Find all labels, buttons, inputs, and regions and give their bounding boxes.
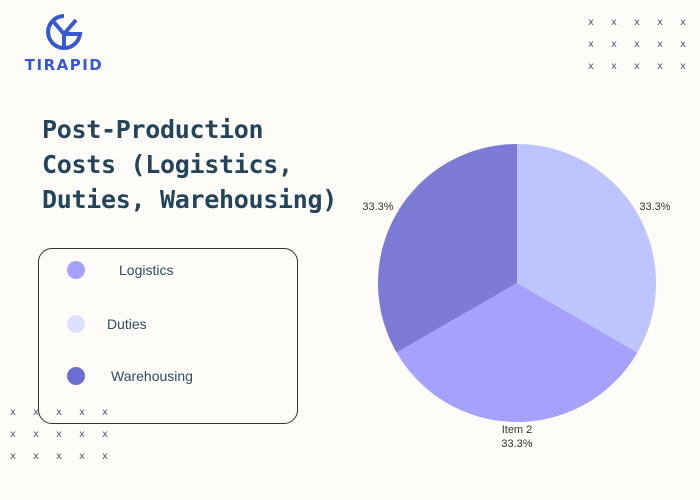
decor-x-mark: x — [79, 429, 85, 440]
legend-swatch — [67, 261, 85, 279]
brand-name: TIRAPID — [24, 56, 104, 74]
decor-x-mark: x — [588, 39, 594, 50]
legend-swatch — [67, 367, 85, 385]
legend-item-warehousing: Warehousing — [67, 367, 193, 385]
decor-x-mark: x — [588, 17, 594, 28]
yg-monogram-icon — [46, 14, 83, 50]
legend-item-duties: Duties — [67, 315, 147, 333]
decor-x-mark: x — [33, 429, 39, 440]
pie-chart: 33.3% Item 2 33.3% 33.3% — [362, 144, 671, 450]
decor-x-mark: x — [657, 61, 663, 72]
decor-x-mark: x — [102, 429, 108, 440]
decor-x-mark: x — [634, 17, 640, 28]
decor-x-mark: x — [634, 61, 640, 72]
chart-legend: Logistics Duties Warehousing — [38, 248, 298, 424]
decor-x-mark: x — [56, 451, 62, 462]
decor-x-mark: x — [680, 61, 686, 72]
legend-swatch — [67, 315, 85, 333]
brand-logo: TIRAPID — [14, 12, 114, 74]
decor-x-mark: x — [680, 39, 686, 50]
page-title: Post-Production Costs (Logistics, Duties… — [42, 112, 362, 217]
decor-x-mark: x — [102, 407, 108, 418]
decor-x-mark: x — [634, 39, 640, 50]
title-line: Post-Production — [42, 115, 264, 144]
title-line: Costs (Logistics, — [42, 150, 293, 179]
pie-slice — [396, 283, 638, 422]
decor-x-mark: x — [611, 17, 617, 28]
decor-x-mark: x — [611, 39, 617, 50]
slice-name-label: Item 2 — [502, 424, 533, 436]
decor-x-mark: x — [611, 61, 617, 72]
slice-percent-label: 33.3% — [639, 201, 670, 213]
pie-slice — [378, 144, 517, 353]
decor-x-mark: x — [10, 407, 16, 418]
decor-x-mark: x — [102, 451, 108, 462]
slice-percent-label: 33.3% — [362, 201, 393, 213]
decor-x-mark: x — [588, 61, 594, 72]
slice-percent-label: 33.3% — [501, 438, 532, 450]
decor-x-mark: x — [10, 429, 16, 440]
decor-x-mark: x — [657, 39, 663, 50]
legend-label: Duties — [107, 316, 147, 332]
legend-item-logistics: Logistics — [67, 261, 173, 279]
legend-label: Warehousing — [111, 368, 193, 384]
decor-x-mark: x — [33, 451, 39, 462]
decor-x-mark: x — [657, 17, 663, 28]
decor-x-mark: x — [10, 451, 16, 462]
decor-x-mark: x — [79, 451, 85, 462]
decor-x-mark: x — [56, 407, 62, 418]
decor-x-mark: x — [79, 407, 85, 418]
legend-label: Logistics — [119, 262, 174, 278]
title-line: Duties, Warehousing) — [42, 185, 338, 214]
decor-x-mark: x — [33, 407, 39, 418]
pie-slice — [517, 144, 656, 353]
decor-x-mark: x — [56, 429, 62, 440]
decor-x-mark: x — [680, 17, 686, 28]
